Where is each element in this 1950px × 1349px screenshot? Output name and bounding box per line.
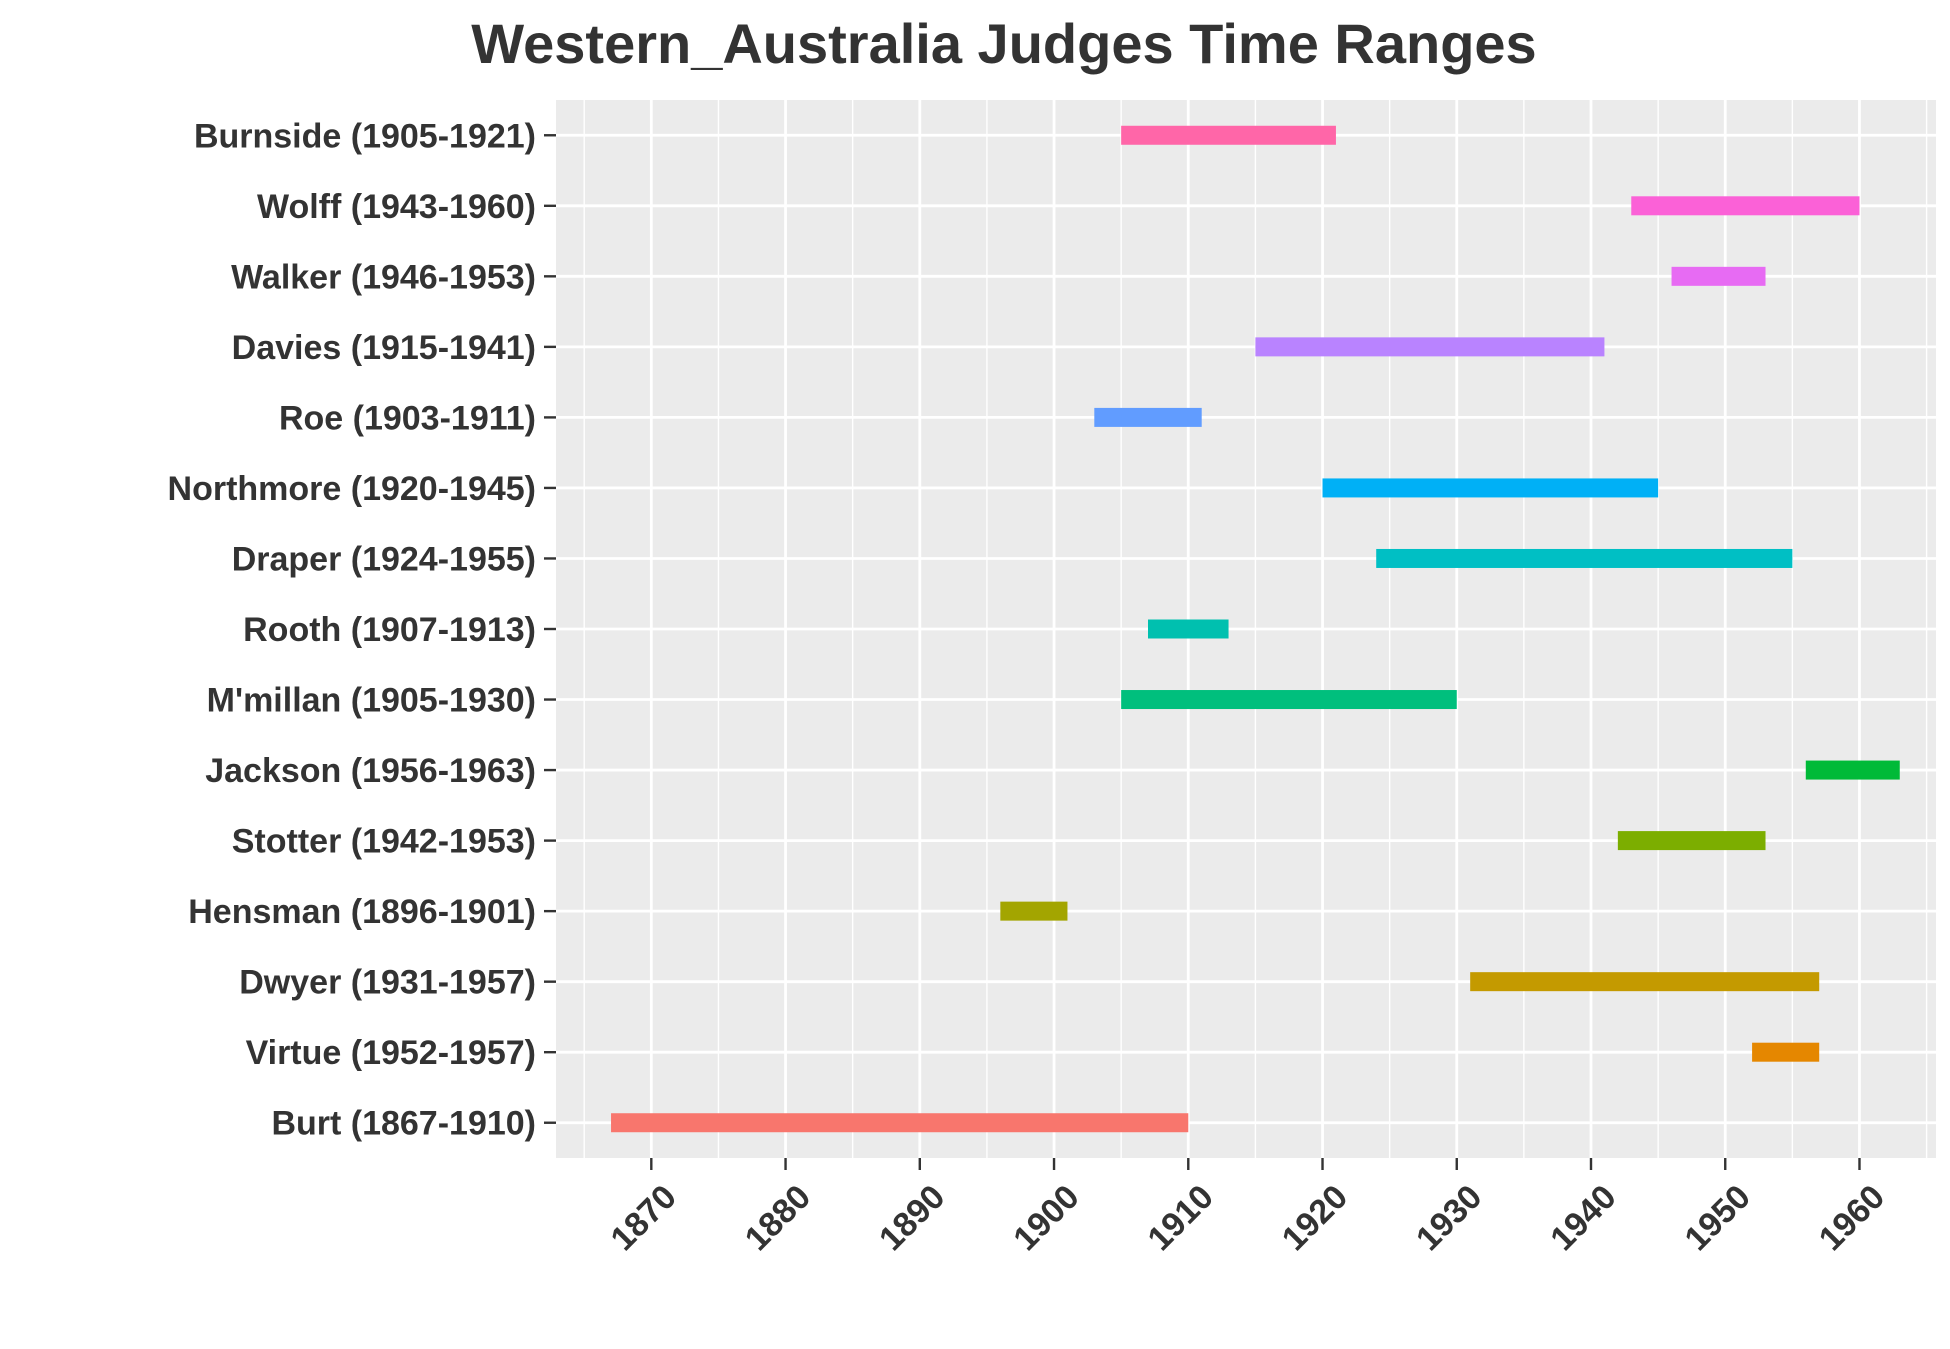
range-bar — [1000, 901, 1068, 921]
range-bar — [1671, 266, 1766, 286]
y-tick-label: Northmore (1920-1945) — [168, 470, 536, 508]
y-tick-label: Davies (1915-1941) — [232, 329, 536, 367]
y-tick-label: Burnside (1905-1921) — [194, 117, 536, 155]
y-axis-ticks: Burnside (1905-1921) Wolff (1943-1960) Wal… — [168, 117, 556, 1143]
range-bar — [1631, 196, 1860, 216]
y-tick-label: Virtue (1952-1957) — [246, 1034, 536, 1072]
x-tick-label: 1910 — [1141, 1178, 1221, 1258]
range-bar — [1617, 831, 1766, 851]
y-tick-label: Draper (1924-1955) — [232, 540, 536, 578]
range-bar — [1255, 337, 1605, 357]
range-bars — [611, 125, 1900, 1133]
y-tick-label: Wolff (1943-1960) — [257, 188, 536, 226]
x-tick-label: 1960 — [1812, 1178, 1892, 1258]
x-tick-label: 1870 — [604, 1178, 684, 1258]
x-tick-label: 1950 — [1678, 1178, 1758, 1258]
x-tick-label: 1890 — [872, 1178, 952, 1258]
x-tick-label: 1920 — [1275, 1178, 1355, 1258]
y-tick-label: Dwyer (1931-1957) — [239, 964, 536, 1002]
range-bar — [1376, 548, 1793, 568]
range-bar — [1752, 1042, 1820, 1062]
y-tick-label: Jackson (1956-1963) — [205, 752, 536, 790]
range-bar — [1121, 125, 1336, 145]
chart-title: Western_Australia Judges Time Ranges — [471, 12, 1536, 75]
x-axis-ticks: 1870 1880 1890 1900 1910 1920 1930 1940 1950 1960 — [604, 1158, 1892, 1258]
range-bar — [1121, 690, 1457, 710]
y-tick-label: Stotter (1942-1953) — [232, 823, 536, 861]
y-tick-label: Rooth (1907-1913) — [243, 611, 536, 649]
y-tick-label: Burt (1867-1910) — [271, 1105, 536, 1143]
range-bar — [1805, 760, 1900, 780]
x-tick-label: 1930 — [1409, 1178, 1489, 1258]
y-tick-label: Walker (1946-1953) — [231, 258, 536, 296]
y-tick-label: Hensman (1896-1901) — [188, 893, 536, 931]
range-bar — [1470, 972, 1820, 992]
range-bar — [1148, 619, 1229, 639]
y-tick-label: Roe (1903-1911) — [279, 399, 536, 437]
range-bar — [611, 1113, 1189, 1133]
y-tick-label: M'millan (1905-1930) — [207, 682, 536, 720]
range-bar — [1094, 407, 1202, 427]
x-tick-label: 1940 — [1543, 1178, 1623, 1258]
range-bar — [1322, 478, 1659, 498]
x-tick-label: 1880 — [738, 1178, 818, 1258]
x-tick-label: 1900 — [1006, 1178, 1086, 1258]
